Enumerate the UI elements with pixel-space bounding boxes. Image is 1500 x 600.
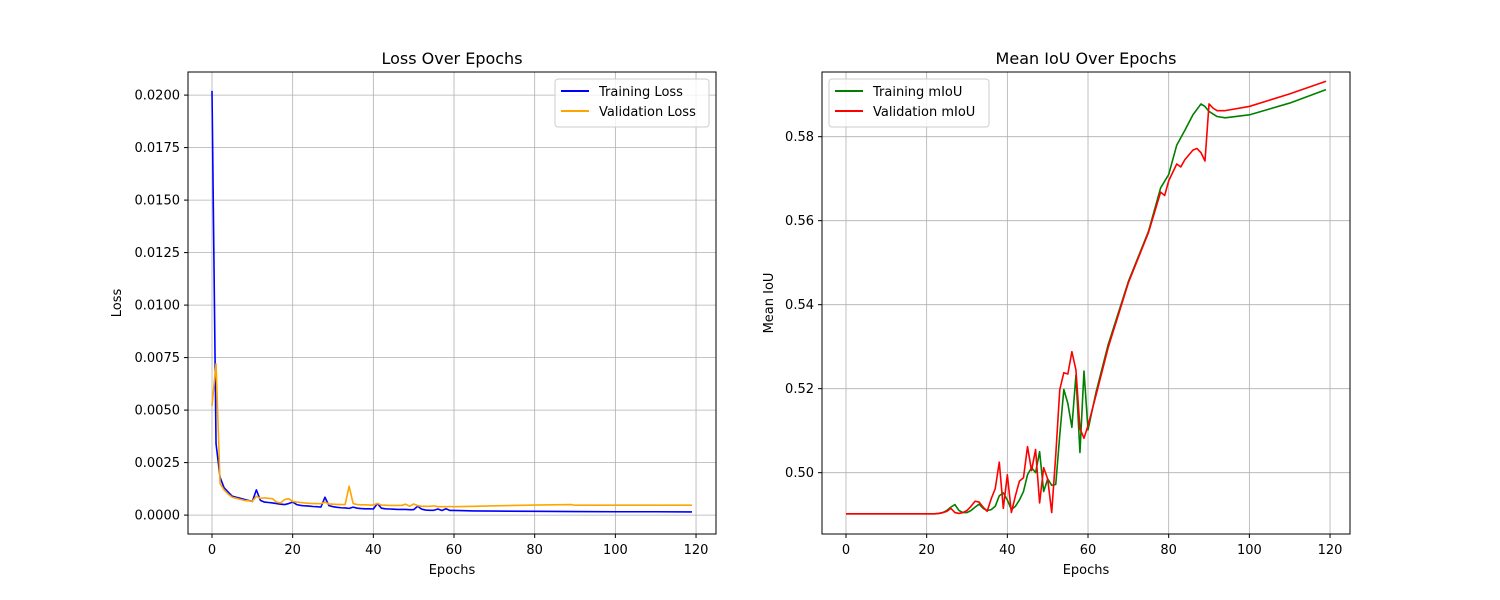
miou-chart: 0 20 40 60 80 100 120 0.50 0.52 0.54 0.56 0.58 Mea… xyxy=(762,49,1351,578)
y-tick-label: 0.0200 xyxy=(135,89,181,104)
y-tick-label: 0.52 xyxy=(785,382,814,397)
x-tick-label: 40 xyxy=(999,543,1016,558)
y-tick-label: 0.0050 xyxy=(135,404,181,419)
loss-legend-box xyxy=(554,78,710,128)
y-tick-label: 0.54 xyxy=(785,298,814,313)
x-tick-label: 120 xyxy=(684,543,709,558)
x-tick-label: 120 xyxy=(1318,543,1343,558)
loss-legend: Training Loss Validation Loss xyxy=(554,78,710,128)
loss-x-axis-label: Epochs xyxy=(429,563,476,578)
x-tick-label: 100 xyxy=(603,543,628,558)
miou-x-axis-label: Epochs xyxy=(1063,563,1110,578)
miou-legend: Training mIoU Validation mIoU xyxy=(828,78,990,128)
miou-legend-label-validation: Validation mIoU xyxy=(873,105,975,120)
loss-y-axis-label: Loss xyxy=(110,289,125,318)
miou-chart-title: Mean IoU Over Epochs xyxy=(996,49,1177,68)
miou-series-training-line xyxy=(846,88,1327,515)
loss-y-ticks: 0.0000 0.0025 0.0050 0.0075 0.0100 0.0125 0.01… xyxy=(135,89,188,524)
miou-y-axis-label: Mean IoU xyxy=(762,273,777,334)
y-tick-label: 0.50 xyxy=(785,466,814,481)
x-tick-label: 80 xyxy=(526,543,543,558)
miou-series-lines xyxy=(846,80,1327,515)
miou-grid xyxy=(822,72,1350,534)
x-tick-label: 20 xyxy=(918,543,935,558)
miou-plot-frame xyxy=(821,71,1351,535)
x-tick-label: 0 xyxy=(842,543,850,558)
x-tick-label: 100 xyxy=(1237,543,1262,558)
loss-chart-title: Loss Over Epochs xyxy=(381,49,522,68)
miou-legend-label-training: Training mIoU xyxy=(872,85,962,100)
loss-legend-label-training: Training Loss xyxy=(598,85,683,100)
x-tick-label: 20 xyxy=(284,543,301,558)
y-tick-label: 0.0150 xyxy=(135,194,181,209)
miou-series-validation-line xyxy=(846,80,1327,515)
miou-y-ticks: 0.50 0.52 0.54 0.56 0.58 xyxy=(785,130,822,481)
miou-legend-box xyxy=(828,78,990,128)
loss-plot-frame xyxy=(187,71,717,535)
x-tick-label: 0 xyxy=(208,543,216,558)
loss-x-ticks: 0 20 40 60 80 100 120 xyxy=(208,534,709,558)
loss-chart: 0 20 40 60 80 100 120 0.0000 0.0025 0.0050 0.0075… xyxy=(110,49,717,578)
x-tick-label: 60 xyxy=(1080,543,1097,558)
x-tick-label: 40 xyxy=(365,543,382,558)
loss-series-training-line xyxy=(211,90,693,513)
y-tick-label: 0.56 xyxy=(785,214,814,229)
x-tick-label: 80 xyxy=(1160,543,1177,558)
loss-legend-label-validation: Validation Loss xyxy=(599,105,696,120)
y-tick-label: 0.0125 xyxy=(135,246,181,261)
y-tick-label: 0.0075 xyxy=(135,351,181,366)
miou-x-ticks: 0 20 40 60 80 100 120 xyxy=(842,534,1343,558)
y-tick-label: 0.0025 xyxy=(135,456,181,471)
x-tick-label: 60 xyxy=(446,543,463,558)
loss-grid xyxy=(188,72,716,534)
y-tick-label: 0.0000 xyxy=(135,509,181,524)
loss-series-validation-line xyxy=(211,363,692,508)
loss-series-lines xyxy=(211,90,693,513)
y-tick-label: 0.58 xyxy=(785,130,814,145)
y-tick-label: 0.0175 xyxy=(135,141,181,156)
y-tick-label: 0.0100 xyxy=(135,299,181,314)
